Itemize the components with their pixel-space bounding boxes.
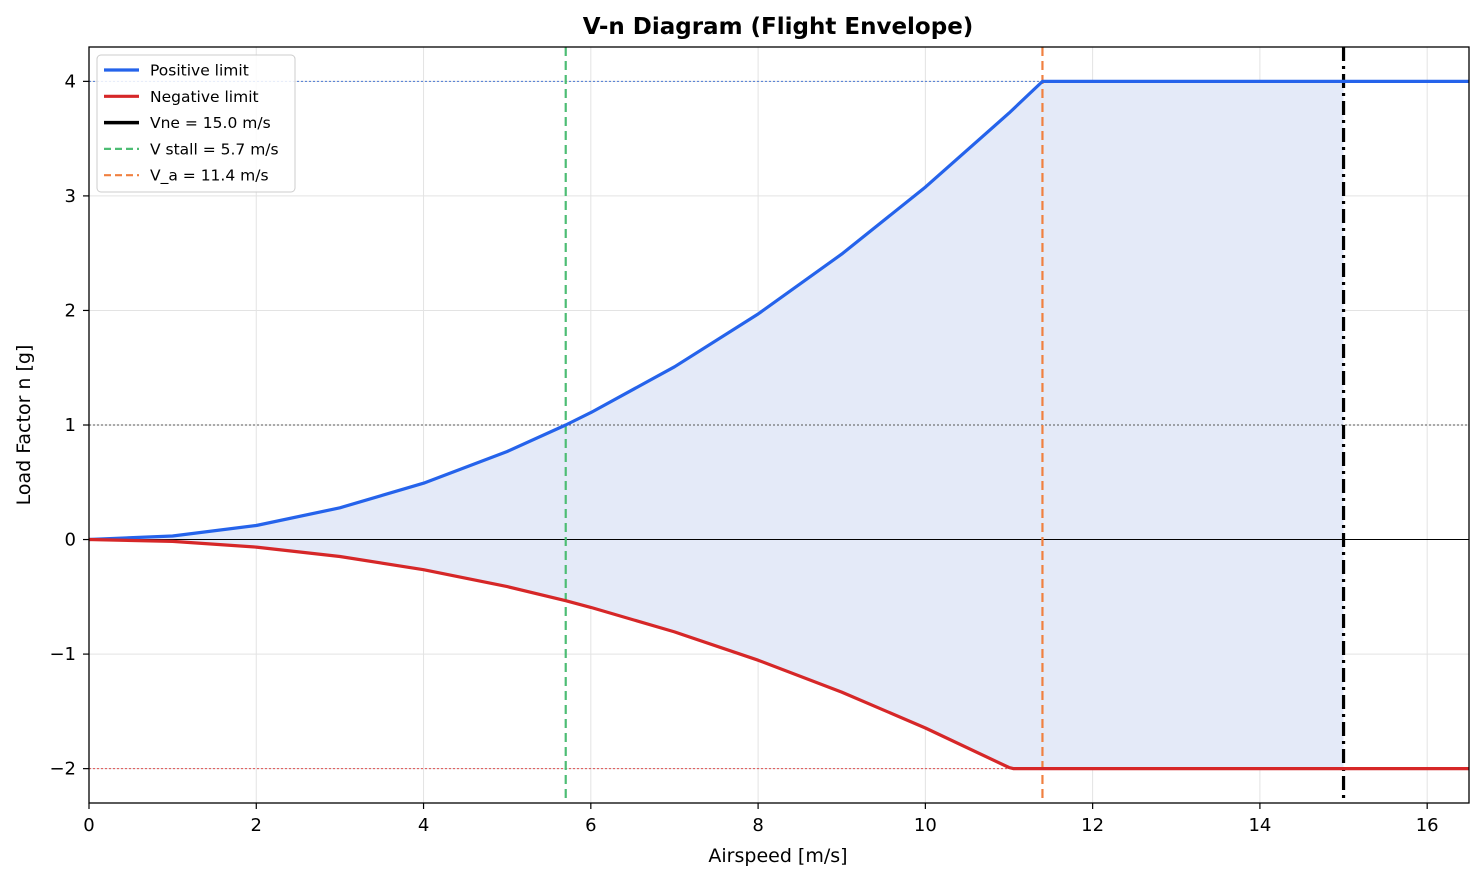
y-axis-ticks: −2 −1 0 1 2 3 4 — [49, 71, 89, 780]
x-axis-label: Airspeed [m/s] — [708, 845, 847, 867]
x-tick-label: 4 — [418, 815, 429, 836]
legend-label: V_a = 11.4 m/s — [150, 167, 269, 186]
x-tick-label: 6 — [585, 815, 596, 836]
chart-title: V-n Diagram (Flight Envelope) — [583, 14, 974, 40]
x-tick-label: 12 — [1081, 815, 1104, 836]
x-tick-label: 0 — [83, 815, 94, 836]
positive-limit-line — [88, 79, 1469, 542]
y-tick-label: 2 — [65, 300, 76, 321]
envelope-area — [89, 81, 1344, 769]
legend-label: Positive limit — [150, 62, 249, 80]
legend-label: Negative limit — [150, 88, 259, 106]
y-tick-label: 1 — [65, 415, 76, 436]
legend-box — [96, 54, 296, 193]
x-tick-label: 14 — [1248, 815, 1271, 836]
series-lines — [88, 79, 1469, 771]
legend: Positive limit Negative limit Vne = 15.0 m… — [96, 54, 296, 193]
legend-label: Vne = 15.0 m/s — [150, 114, 271, 132]
y-axis-label: Load Factor n [g] — [13, 345, 35, 506]
x-tick-label: 2 — [251, 815, 262, 836]
x-tick-label: 16 — [1416, 815, 1439, 836]
y-tick-label: 4 — [65, 71, 76, 92]
envelope-fill — [89, 81, 1344, 769]
negative-limit-line — [88, 537, 1469, 771]
x-tick-label: 8 — [752, 815, 763, 836]
y-tick-label: 0 — [65, 530, 76, 551]
x-axis-ticks: 0 2 4 6 8 10 12 14 16 — [83, 803, 1439, 836]
y-tick-label: 3 — [65, 186, 76, 207]
y-tick-label: −2 — [49, 759, 76, 780]
y-tick-label: −1 — [49, 644, 76, 665]
x-tick-label: 10 — [914, 815, 937, 836]
legend-label: V stall = 5.7 m/s — [150, 140, 279, 158]
